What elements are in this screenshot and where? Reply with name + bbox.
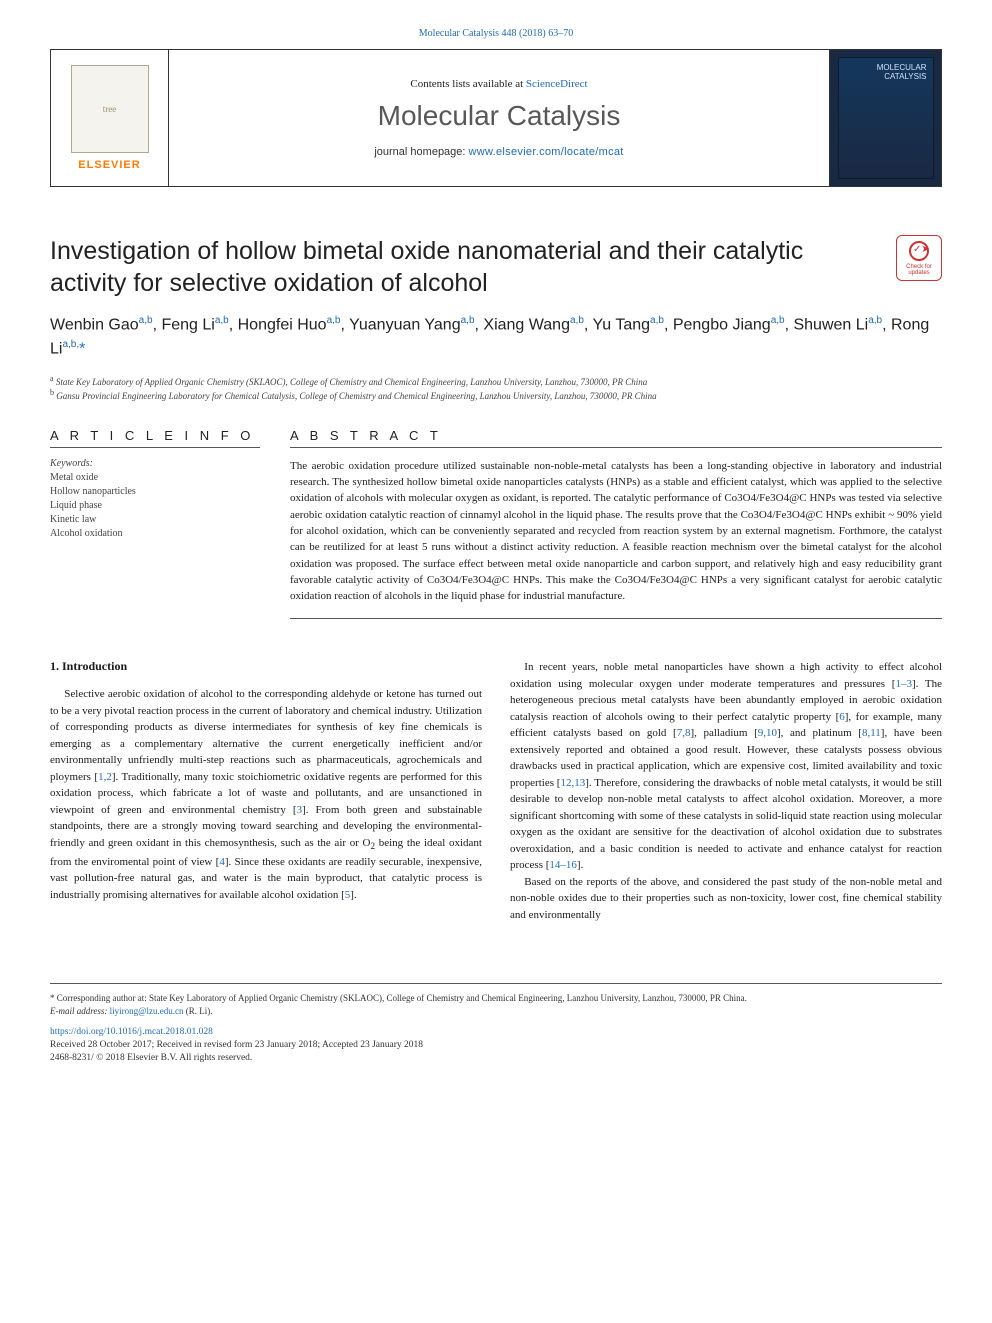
journal-homepage-line: journal homepage: www.elsevier.com/locat…: [374, 146, 623, 158]
body-column-left: 1. Introduction Selective aerobic oxidat…: [50, 659, 482, 923]
keyword: Metal oxide: [50, 471, 260, 485]
article-info-heading: A R T I C L E I N F O: [50, 428, 260, 448]
body-paragraph: Based on the reports of the above, and c…: [510, 874, 942, 924]
publisher-name: ELSEVIER: [78, 159, 140, 171]
doi-link[interactable]: https://doi.org/10.1016/j.mcat.2018.01.0…: [50, 1027, 213, 1037]
homepage-prefix: journal homepage:: [374, 146, 468, 158]
body-column-right: In recent years, noble metal nanoparticl…: [510, 659, 942, 923]
abstract-text: The aerobic oxidation procedure utilized…: [290, 458, 942, 604]
body-paragraph: Selective aerobic oxidation of alcohol t…: [50, 686, 482, 903]
affiliations: a State Key Laboratory of Applied Organi…: [50, 374, 942, 402]
abstract-bottom-rule: [290, 618, 942, 619]
keyword: Kinetic law: [50, 513, 260, 527]
contents-prefix: Contents lists available at: [410, 78, 525, 90]
keyword: Alcohol oxidation: [50, 527, 260, 541]
contents-available-line: Contents lists available at ScienceDirec…: [410, 78, 587, 90]
body-paragraph: In recent years, noble metal nanoparticl…: [510, 659, 942, 874]
journal-title: Molecular Catalysis: [378, 100, 621, 132]
keywords-label: Keywords:: [50, 458, 260, 469]
article-title: Investigation of hollow bimetal oxide na…: [50, 235, 878, 299]
abstract-heading: A B S T R A C T: [290, 428, 942, 448]
journal-homepage-link[interactable]: www.elsevier.com/locate/mcat: [469, 146, 624, 158]
sciencedirect-link[interactable]: ScienceDirect: [526, 78, 588, 90]
journal-cover-block: MOLECULAR CATALYSIS: [829, 50, 941, 186]
footnotes-block: * Corresponding author at: State Key Lab…: [50, 983, 942, 1064]
check-updates-icon: [909, 241, 929, 261]
abstract-column: A B S T R A C T The aerobic oxidation pr…: [290, 428, 942, 619]
author-list: Wenbin Gaoa,b, Feng Lia,b, Hongfei Huoa,…: [50, 313, 942, 362]
keyword: Hollow nanoparticles: [50, 485, 260, 499]
check-updates-label: Check for updates: [897, 264, 941, 276]
check-for-updates-badge[interactable]: Check for updates: [896, 235, 942, 281]
corresponding-email-link[interactable]: liyirong@lzu.edu.cn: [110, 1006, 184, 1016]
running-header: Molecular Catalysis 448 (2018) 63–70: [50, 28, 942, 39]
email-attribution: (R. Li).: [183, 1006, 212, 1016]
keyword: Liquid phase: [50, 499, 260, 513]
body-two-column: 1. Introduction Selective aerobic oxidat…: [50, 659, 942, 923]
masthead: tree ELSEVIER Contents lists available a…: [50, 49, 942, 187]
article-history: Received 28 October 2017; Received in re…: [50, 1039, 942, 1052]
affiliation-line: a State Key Laboratory of Applied Organi…: [50, 374, 942, 388]
section-1-heading: 1. Introduction: [50, 659, 482, 674]
corresponding-author-note: * Corresponding author at: State Key Lab…: [50, 992, 942, 1005]
journal-cover-thumb: MOLECULAR CATALYSIS: [838, 57, 934, 179]
affiliation-line: b Gansu Provincial Engineering Laborator…: [50, 388, 942, 402]
email-label: E-mail address:: [50, 1006, 110, 1016]
masthead-center: Contents lists available at ScienceDirec…: [169, 50, 829, 186]
copyright-line: 2468-8231/ © 2018 Elsevier B.V. All righ…: [50, 1052, 942, 1065]
email-line: E-mail address: liyirong@lzu.edu.cn (R. …: [50, 1005, 942, 1018]
article-info-column: A R T I C L E I N F O Keywords: Metal ox…: [50, 428, 260, 619]
elsevier-tree-icon: tree: [71, 65, 149, 153]
publisher-logo-block: tree ELSEVIER: [51, 50, 169, 186]
